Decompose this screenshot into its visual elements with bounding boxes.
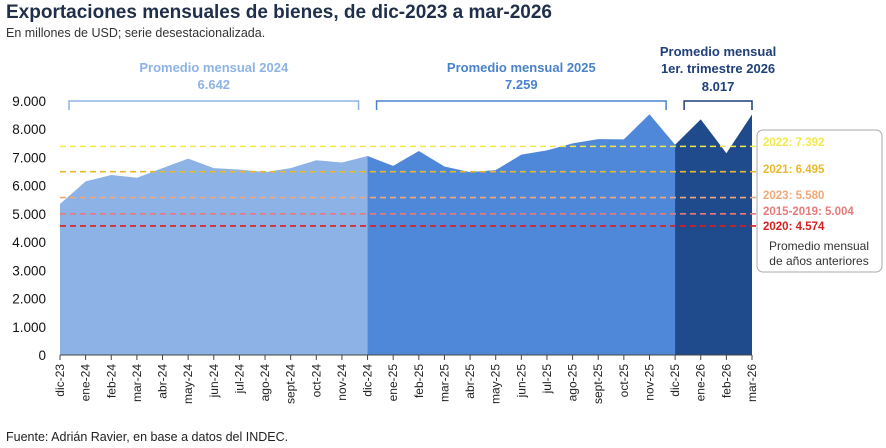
axes: 0 1.000 2.000 3.000 4.000 5.000 6.000 7.000 8.00… — [12, 94, 759, 404]
x-tick-label: dic-25 — [668, 364, 682, 397]
x-tick-label: may-25 — [489, 364, 503, 404]
x-tick-label: ago-25 — [566, 364, 580, 402]
bracket-label-line2: 1er. trimestre 2026 — [661, 61, 775, 76]
x-tick-label: dic-23 — [53, 364, 67, 397]
y-tick-label: 9.000 — [12, 94, 46, 109]
chart-source: Fuente: Adrián Ravier, en base a datos d… — [6, 430, 289, 444]
bracket-label-line1: Promedio mensual — [660, 44, 776, 59]
x-tick-label: oct-24 — [309, 364, 323, 398]
reference-label: 2020: 4.574 — [763, 221, 825, 233]
average-bracket-2 — [375, 100, 667, 110]
reference-note-line: de años anteriores — [769, 254, 868, 268]
bracket-label-line1: Promedio mensual 2025 — [447, 60, 596, 75]
bracket-value: 8.017 — [702, 79, 735, 94]
x-tick-label: nov-25 — [642, 364, 656, 401]
x-tick-label: ene-25 — [386, 364, 400, 402]
x-tick-label: jul-24 — [232, 364, 246, 395]
x-tick-label: feb-26 — [719, 364, 733, 398]
x-tick-label: mar-26 — [745, 364, 759, 402]
x-tick-label: jun-24 — [207, 364, 221, 399]
reference-label: 2023: 5.580 — [763, 190, 824, 202]
chart-title: Exportaciones mensuales de bienes, de di… — [6, 2, 552, 23]
x-tick-label: may-24 — [181, 364, 195, 404]
area-segment-1 — [60, 156, 394, 355]
reference-label: 2015-2019: 5.004 — [763, 206, 854, 218]
reference-legend-box: 2022: 7.392 2021: 6.495 2023: 5.580 2015-20… — [756, 129, 883, 273]
reference-lines — [60, 145, 757, 227]
reference-label: 2021: 6.495 — [763, 164, 825, 176]
y-tick-label: 8.000 — [12, 122, 46, 137]
x-tick-label: feb-25 — [412, 364, 426, 398]
x-tick-label: sept-25 — [591, 364, 605, 404]
average-bracket-1 — [68, 100, 360, 110]
average-bracket-3 — [683, 100, 753, 110]
area-segment-3 — [675, 114, 752, 355]
average-brackets: Promedio mensual 2024 6.642 Promedio mensu… — [68, 44, 776, 110]
y-tick-label: 2.000 — [12, 292, 46, 307]
x-tick-label: jun-25 — [514, 364, 528, 399]
bracket-label-line1: Promedio mensual 2024 — [139, 60, 289, 75]
x-tick-label: mar-24 — [130, 364, 144, 402]
x-tick-label: abr-25 — [463, 364, 477, 399]
chart-subtitle: En millones de USD; serie desestacionali… — [6, 26, 266, 40]
x-tick-label: ene-26 — [694, 364, 708, 402]
reference-legend-frame — [756, 129, 883, 273]
x-tick-label: ago-24 — [258, 364, 272, 402]
x-tick-label: mar-25 — [437, 364, 451, 402]
x-tick-label: nov-24 — [335, 364, 349, 401]
y-tick-label: 5.000 — [12, 207, 46, 222]
bracket-value: 7.259 — [505, 77, 538, 92]
area-segments — [60, 114, 752, 355]
reference-note-line: Promedio mensual — [769, 239, 869, 253]
reference-label: 2022: 7.392 — [763, 137, 824, 149]
y-tick-label: 7.000 — [12, 150, 46, 165]
x-tick-label: feb-24 — [104, 364, 118, 398]
y-tick-label: 3.000 — [12, 263, 46, 278]
y-tick-label: 0 — [38, 348, 46, 363]
x-tick-label: ene-24 — [79, 364, 93, 402]
y-tick-label: 6.000 — [12, 179, 46, 194]
x-tick-label: oct-25 — [617, 364, 631, 398]
area-segment-2 — [367, 114, 701, 355]
x-tick-label: jul-25 — [540, 364, 554, 395]
x-tick-label: dic-24 — [361, 364, 375, 397]
bracket-value: 6.642 — [198, 77, 231, 92]
y-tick-label: 4.000 — [12, 235, 46, 250]
x-tick-label: sept-24 — [284, 364, 298, 404]
x-tick-label: abr-24 — [156, 364, 170, 399]
y-tick-label: 1.000 — [12, 320, 46, 335]
